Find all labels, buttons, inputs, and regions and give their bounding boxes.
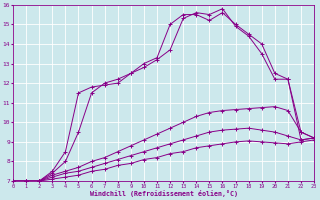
X-axis label: Windchill (Refroidissement éolien,°C): Windchill (Refroidissement éolien,°C) bbox=[90, 190, 237, 197]
